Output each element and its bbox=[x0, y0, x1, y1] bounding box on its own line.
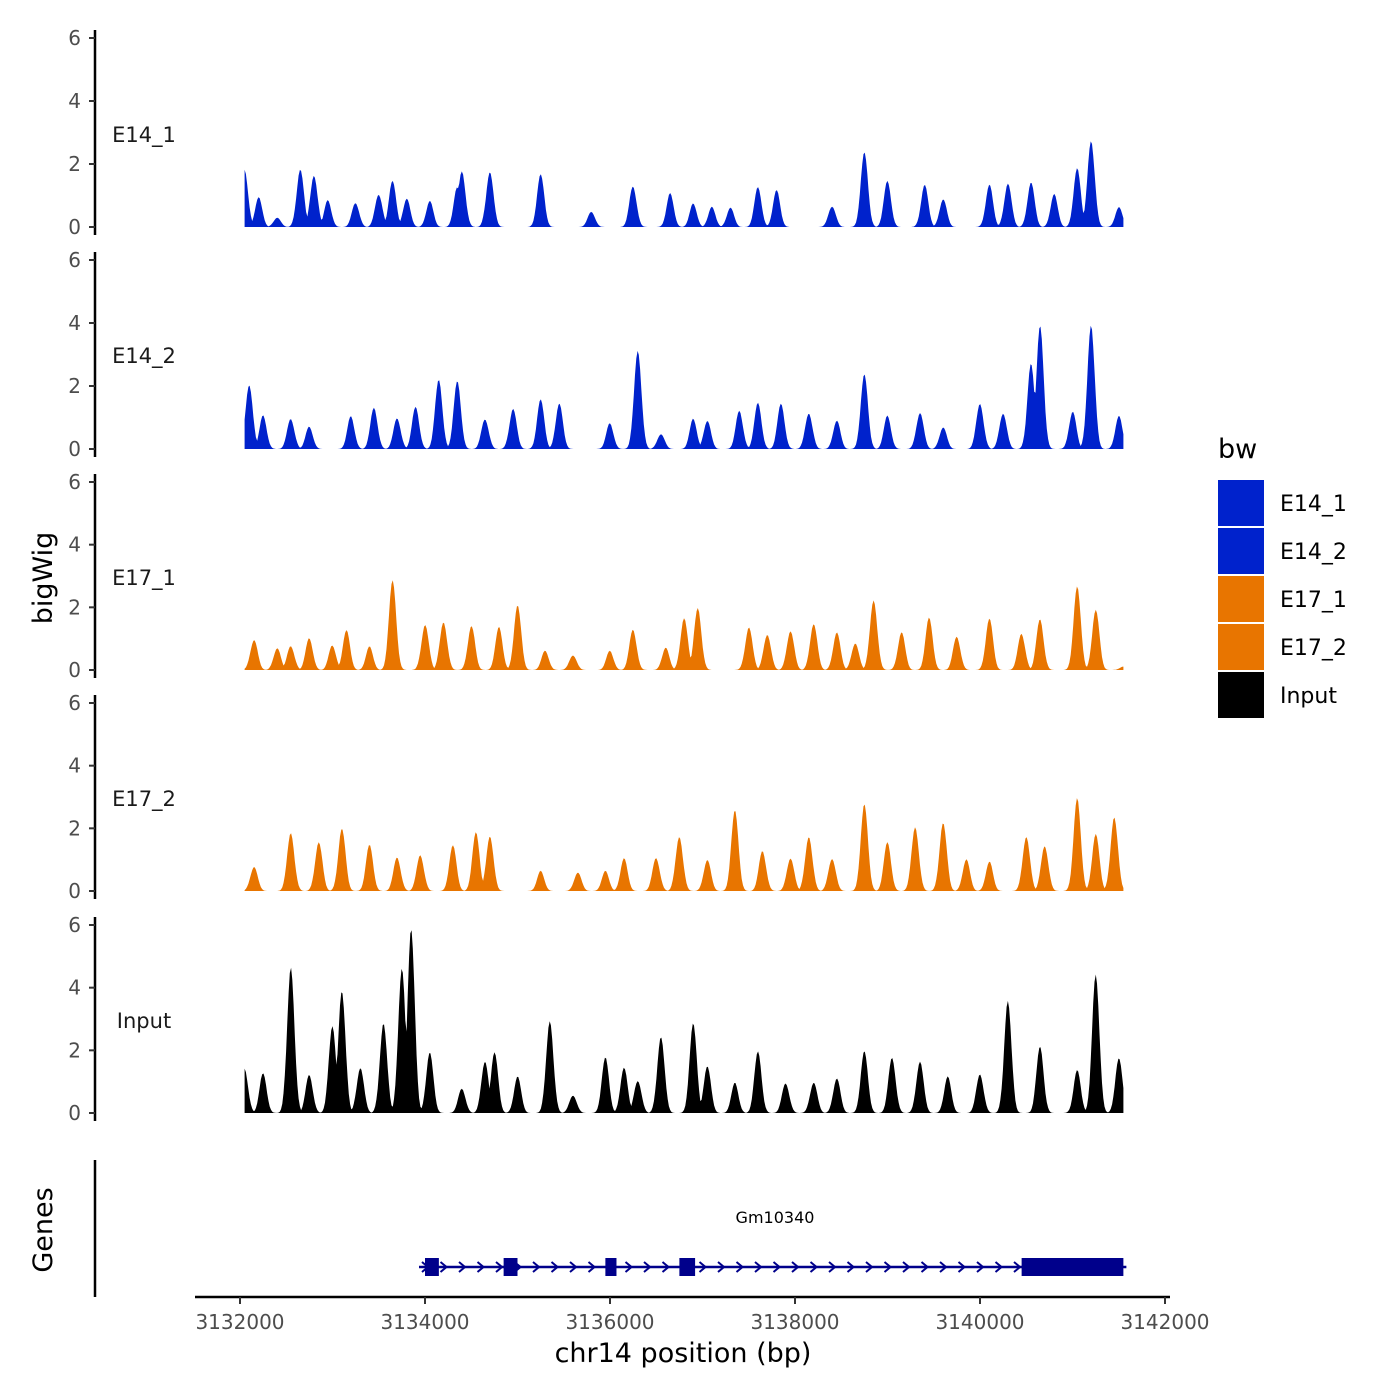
x-tick-label: 3136000 bbox=[565, 1310, 654, 1334]
legend-swatch bbox=[1218, 528, 1264, 574]
strand-arrow bbox=[809, 1261, 819, 1273]
legend-swatch bbox=[1218, 672, 1264, 718]
strand-arrow bbox=[754, 1261, 763, 1273]
strand-arrow bbox=[846, 1261, 856, 1273]
legend-label: E14_2 bbox=[1280, 540, 1347, 565]
y-tick-label: 0 bbox=[68, 437, 81, 461]
strand-arrow bbox=[624, 1261, 634, 1273]
signal-area bbox=[244, 325, 1124, 449]
strand-arrow bbox=[828, 1261, 837, 1273]
x-tick-label: 3138000 bbox=[750, 1310, 839, 1334]
strand-arrow bbox=[772, 1261, 782, 1273]
y-tick-label: 4 bbox=[68, 533, 81, 557]
genes-axis-title: Genes bbox=[28, 1187, 59, 1272]
track-input: 0 2 4 6 Input bbox=[68, 913, 1124, 1125]
strand-arrow bbox=[532, 1261, 541, 1273]
y-tick-label: 6 bbox=[68, 470, 81, 494]
legend-swatch bbox=[1218, 624, 1264, 670]
strand-arrow bbox=[976, 1261, 985, 1273]
y-axis-title: bigWig bbox=[28, 532, 59, 625]
strand-arrow bbox=[939, 1261, 948, 1273]
x-tick-label: 3134000 bbox=[380, 1310, 469, 1334]
y-tick-label: 2 bbox=[68, 816, 81, 840]
y-tick-label: 4 bbox=[68, 754, 81, 778]
strand-arrow bbox=[865, 1261, 874, 1273]
legend-label: E17_1 bbox=[1280, 588, 1347, 613]
legend-label: E14_1 bbox=[1280, 492, 1347, 517]
gene-name: Gm10340 bbox=[736, 1208, 815, 1227]
y-tick-label: 6 bbox=[68, 691, 81, 715]
y-tick-label: 0 bbox=[68, 658, 81, 682]
gene-exon bbox=[605, 1258, 617, 1276]
track-label: E14_1 bbox=[112, 123, 176, 148]
gene-exon bbox=[503, 1258, 518, 1276]
track-e17-1: 0 2 4 6 E17_1 bbox=[68, 470, 1124, 682]
signal-area bbox=[244, 798, 1124, 891]
y-tick-label: 6 bbox=[68, 913, 81, 937]
track-label: E17_1 bbox=[112, 566, 176, 591]
track-label: Input bbox=[117, 1009, 171, 1033]
strand-arrow bbox=[439, 1261, 449, 1273]
y-tick-label: 0 bbox=[68, 1101, 81, 1125]
y-tick-label: 2 bbox=[68, 1038, 81, 1062]
strand-arrow bbox=[717, 1261, 726, 1273]
strand-arrow bbox=[883, 1261, 893, 1273]
y-tick-label: 4 bbox=[68, 89, 81, 113]
strand-arrow bbox=[587, 1261, 597, 1273]
strand-arrow bbox=[994, 1261, 1004, 1273]
y-tick-label: 2 bbox=[68, 595, 81, 619]
y-tick-label: 6 bbox=[68, 248, 81, 272]
strand-arrow bbox=[920, 1261, 930, 1273]
y-tick-label: 2 bbox=[68, 152, 81, 176]
legend-swatch bbox=[1218, 480, 1264, 526]
strand-arrow bbox=[458, 1261, 467, 1273]
x-tick-label: 3142000 bbox=[1120, 1310, 1209, 1334]
strand-arrow bbox=[791, 1261, 800, 1273]
x-tick-label: 3140000 bbox=[935, 1310, 1024, 1334]
legend-label: Input bbox=[1280, 684, 1337, 709]
strand-arrow bbox=[569, 1261, 578, 1273]
track-label: E14_2 bbox=[112, 344, 176, 369]
strand-arrow bbox=[957, 1261, 967, 1273]
track-label: E17_2 bbox=[112, 787, 176, 812]
strand-arrow bbox=[643, 1261, 652, 1273]
strand-arrow bbox=[902, 1261, 911, 1273]
signal-area bbox=[244, 930, 1124, 1113]
legend-swatch bbox=[1218, 576, 1264, 622]
gene-exon bbox=[1021, 1258, 1124, 1276]
x-axis-title: chr14 position (bp) bbox=[555, 1338, 812, 1369]
y-tick-label: 2 bbox=[68, 374, 81, 398]
strand-arrow bbox=[495, 1261, 504, 1273]
strand-arrow bbox=[476, 1261, 486, 1273]
y-tick-label: 6 bbox=[68, 26, 81, 50]
y-tick-label: 4 bbox=[68, 976, 81, 1000]
track-e17-2: 0 2 4 6 E17_2 bbox=[68, 691, 1124, 903]
tracks: 0 2 4 6 E14_1 0 2 4 6 E14_2 0 2 4 6 E17_1 0 2 4 6 E17_2 0 2 4 6… bbox=[68, 26, 1124, 1125]
x-tick-label: 3132000 bbox=[195, 1310, 284, 1334]
legend-title: bw bbox=[1218, 434, 1257, 465]
x-axis: 3132000 3134000 3136000 3138000 3140000 31420… bbox=[195, 1295, 1210, 1334]
signal-area bbox=[244, 141, 1124, 227]
legend-label: E17_2 bbox=[1280, 636, 1347, 661]
strand-arrow bbox=[698, 1261, 708, 1273]
y-tick-label: 0 bbox=[68, 879, 81, 903]
gene-exon bbox=[679, 1258, 696, 1276]
legend: bw E14_1 E14_2 E17_1 E17_2 Input bbox=[1218, 434, 1347, 718]
signal-area bbox=[244, 580, 1124, 670]
track-e14-1: 0 2 4 6 E14_1 bbox=[68, 26, 1124, 239]
y-tick-label: 4 bbox=[68, 311, 81, 335]
gene-exon bbox=[425, 1258, 439, 1276]
gene-track: Gm10340 bbox=[93, 1160, 1127, 1297]
strand-arrow bbox=[661, 1261, 671, 1273]
track-e14-2: 0 2 4 6 E14_2 bbox=[68, 248, 1124, 461]
strand-arrow bbox=[1013, 1261, 1022, 1273]
strand-arrow bbox=[735, 1261, 745, 1273]
strand-arrow bbox=[550, 1261, 560, 1273]
y-tick-label: 0 bbox=[68, 215, 81, 239]
